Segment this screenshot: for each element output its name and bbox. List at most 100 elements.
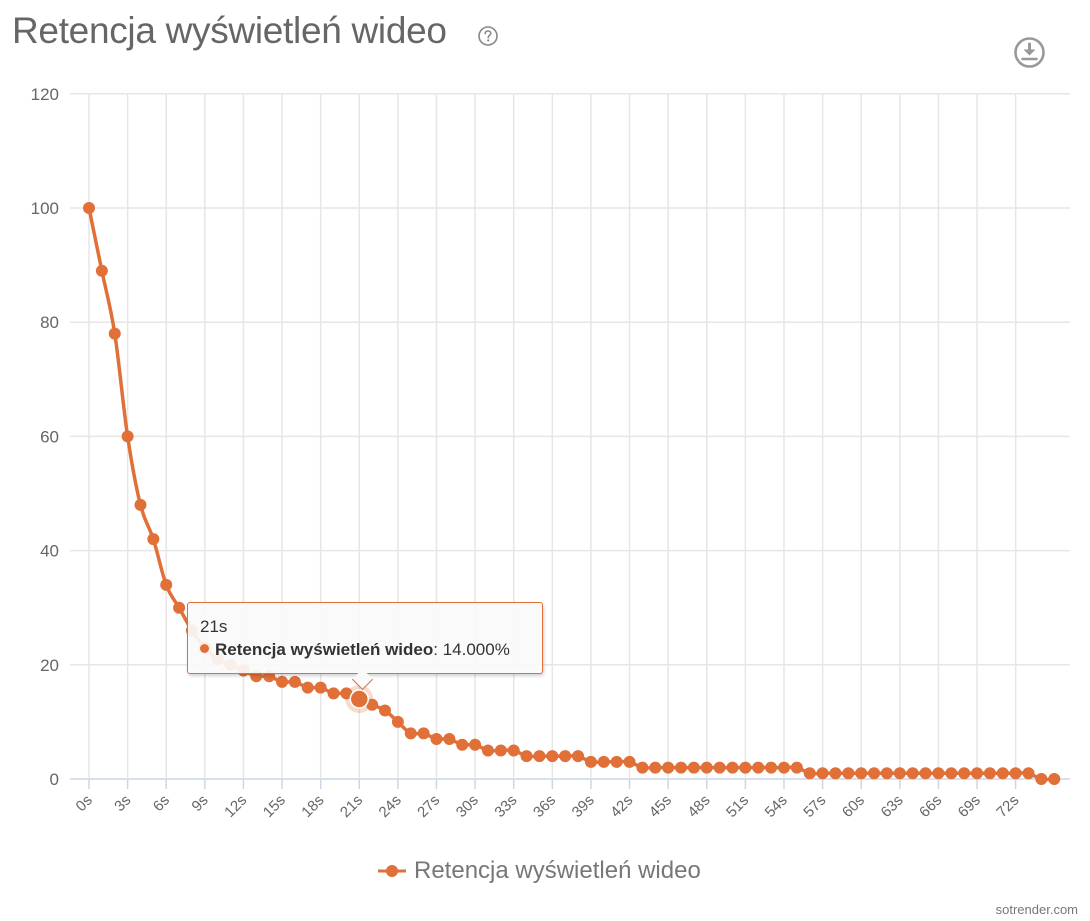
- data-point[interactable]: [507, 744, 520, 757]
- data-point[interactable]: [83, 202, 95, 214]
- watermark-credit: sotrender.com: [995, 902, 1078, 917]
- data-point[interactable]: [945, 767, 958, 780]
- x-tick-label: 66s: [916, 792, 945, 821]
- data-point[interactable]: [726, 761, 739, 774]
- data-point[interactable]: [340, 687, 353, 700]
- x-tick-label: 0s: [73, 792, 96, 815]
- data-point[interactable]: [134, 498, 147, 511]
- data-point[interactable]: [597, 755, 610, 768]
- x-tick-label: 72s: [993, 792, 1022, 821]
- data-point[interactable]: [572, 750, 585, 763]
- x-tick-label: 15s: [260, 792, 289, 821]
- data-point[interactable]: [430, 733, 443, 746]
- data-point[interactable]: [868, 767, 881, 780]
- data-point[interactable]: [481, 744, 494, 757]
- data-point[interactable]: [160, 578, 173, 591]
- x-tick-label: 3s: [111, 792, 134, 815]
- x-tick-label: 45s: [646, 792, 675, 821]
- data-point[interactable]: [366, 698, 379, 711]
- y-tick-label: 0: [50, 770, 59, 789]
- x-tick-label: 36s: [530, 792, 559, 821]
- data-point[interactable]: [301, 681, 314, 694]
- data-point[interactable]: [687, 761, 700, 774]
- data-point[interactable]: [713, 761, 726, 774]
- data-point[interactable]: [121, 430, 134, 443]
- data-point[interactable]: [829, 767, 842, 780]
- data-point[interactable]: [777, 761, 790, 774]
- data-point[interactable]: [1048, 773, 1061, 785]
- data-point[interactable]: [469, 738, 482, 751]
- data-point[interactable]: [932, 767, 945, 780]
- data-point[interactable]: [662, 761, 675, 774]
- data-point[interactable]: [95, 264, 108, 277]
- data-point[interactable]: [958, 767, 971, 780]
- data-point[interactable]: [1022, 767, 1035, 780]
- x-tick-label: 21s: [337, 792, 366, 821]
- data-point[interactable]: [649, 761, 662, 774]
- data-point[interactable]: [675, 761, 688, 774]
- y-tick-label: 60: [40, 427, 59, 446]
- data-point[interactable]: [623, 755, 636, 768]
- x-tick-label: 63s: [878, 792, 907, 821]
- data-point[interactable]: [494, 744, 507, 757]
- data-point[interactable]: [288, 675, 301, 688]
- data-point[interactable]: [276, 675, 289, 688]
- x-tick-label: 57s: [800, 792, 829, 821]
- data-point[interactable]: [610, 755, 623, 768]
- data-point[interactable]: [417, 727, 430, 740]
- data-point[interactable]: [456, 738, 469, 751]
- data-point[interactable]: [443, 733, 456, 746]
- data-point[interactable]: [1009, 767, 1022, 780]
- data-point[interactable]: [983, 767, 996, 780]
- x-tick-label: 54s: [762, 792, 791, 821]
- data-point[interactable]: [379, 704, 392, 717]
- data-point[interactable]: [533, 750, 546, 763]
- tooltip-series-name: Retencja wyświetleń wideo: [215, 640, 434, 659]
- data-point[interactable]: [559, 750, 572, 763]
- data-point[interactable]: [327, 687, 340, 700]
- data-point[interactable]: [790, 761, 803, 774]
- hovered-data-point[interactable]: [349, 689, 370, 709]
- y-tick-label: 100: [31, 199, 59, 218]
- legend-item[interactable]: Retencja wyświetleń wideo: [378, 856, 701, 886]
- data-point[interactable]: [765, 761, 778, 774]
- data-point[interactable]: [636, 761, 649, 774]
- data-point[interactable]: [803, 767, 816, 780]
- data-point[interactable]: [816, 767, 829, 780]
- download-circle-icon[interactable]: [1013, 36, 1046, 69]
- x-tick-label: 51s: [723, 792, 752, 821]
- data-point[interactable]: [584, 755, 597, 768]
- data-point[interactable]: [752, 761, 765, 774]
- tooltip-x-label: 21s: [200, 617, 228, 636]
- chart-tooltip: 21s Retencja wyświetleń wideo: 14.000%: [187, 602, 543, 691]
- data-point[interactable]: [996, 767, 1009, 780]
- data-point[interactable]: [700, 761, 713, 774]
- data-point[interactable]: [842, 767, 855, 780]
- data-point[interactable]: [546, 750, 559, 763]
- data-point[interactable]: [520, 750, 533, 763]
- data-point[interactable]: [919, 767, 932, 780]
- legend-line-marker-icon: [378, 865, 406, 877]
- data-point[interactable]: [391, 715, 404, 728]
- data-point[interactable]: [893, 767, 906, 780]
- data-point[interactable]: [739, 761, 752, 774]
- data-point[interactable]: [173, 601, 186, 614]
- data-point[interactable]: [314, 681, 327, 694]
- data-point[interactable]: [1035, 773, 1048, 785]
- x-tick-label: 27s: [414, 792, 443, 821]
- data-point[interactable]: [880, 767, 893, 780]
- y-tick-label: 120: [31, 85, 59, 104]
- data-point[interactable]: [971, 767, 984, 780]
- x-tick-label: 18s: [298, 792, 327, 821]
- data-point[interactable]: [147, 533, 160, 546]
- legend-label: Retencja wyświetleń wideo: [414, 857, 701, 884]
- data-point[interactable]: [906, 767, 919, 780]
- data-point[interactable]: [108, 327, 121, 340]
- series-line: [87, 207, 1055, 782]
- tooltip-value: : 14.000%: [433, 640, 510, 659]
- data-point[interactable]: [855, 767, 868, 780]
- question-circle-icon[interactable]: [477, 25, 499, 47]
- x-tick-label: 9s: [188, 792, 211, 815]
- data-point[interactable]: [404, 727, 417, 740]
